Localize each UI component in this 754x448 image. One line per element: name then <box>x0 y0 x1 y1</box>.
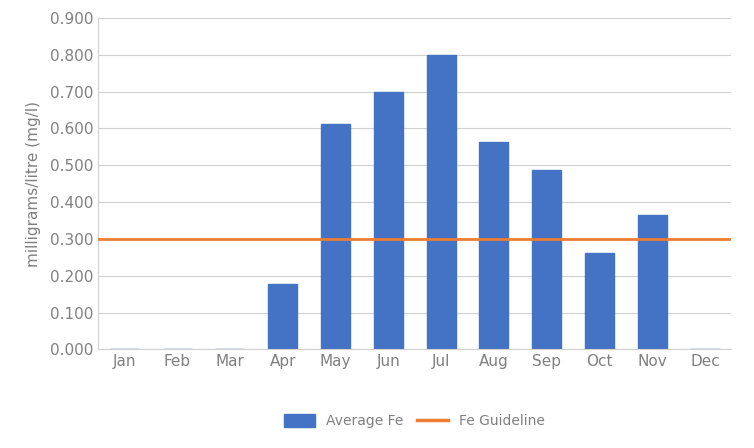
Legend: Average Fe, Fe Guideline: Average Fe, Fe Guideline <box>277 407 552 435</box>
Bar <box>480 142 508 349</box>
Bar <box>585 253 614 349</box>
Bar <box>321 124 350 349</box>
Bar <box>268 284 297 349</box>
Bar <box>532 170 561 349</box>
Bar <box>638 215 667 349</box>
Y-axis label: milligrams/litre (mg/l): milligrams/litre (mg/l) <box>26 101 41 267</box>
Bar <box>374 91 403 349</box>
Bar <box>427 55 455 349</box>
